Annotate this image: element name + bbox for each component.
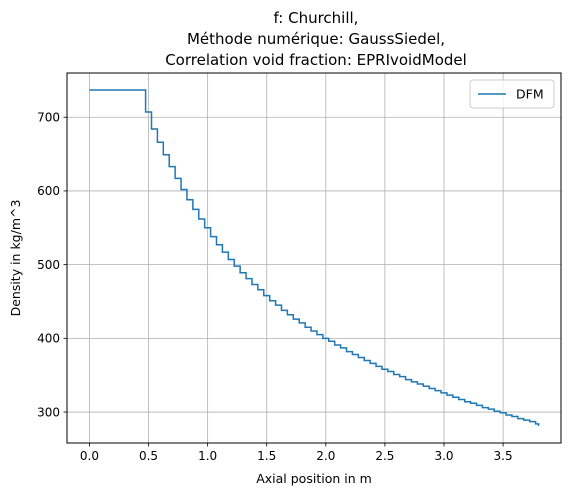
y-tick-label: 300 (37, 405, 60, 419)
y-axis-label: Density in kg/m^3 (8, 200, 23, 317)
series-layer (89, 90, 538, 426)
legend: DFM (470, 80, 554, 108)
chart-title-line-3: Correlation void fraction: EPRIvoidModel (165, 51, 467, 69)
x-axis-label: Axial position in m (256, 471, 372, 486)
chart-title: f: Churchill, Méthode numérique: GaussSi… (165, 9, 467, 69)
x-tick-label: 2.5 (375, 449, 394, 463)
grid-layer (67, 73, 561, 443)
x-tick-label: 3.5 (494, 449, 513, 463)
plot-frame (67, 73, 561, 443)
x-tick-label: 1.5 (257, 449, 276, 463)
x-tick-label: 1.0 (198, 449, 217, 463)
chart-title-line-1: f: Churchill, (274, 9, 359, 27)
series-line-dfm (89, 90, 538, 426)
x-tick-label: 0.0 (80, 449, 99, 463)
y-tick-label: 500 (37, 258, 60, 272)
y-tick-label: 700 (37, 111, 60, 125)
x-tick-label: 3.0 (434, 449, 453, 463)
legend-label-dfm: DFM (516, 87, 544, 102)
tick-layer: 0.0 0.5 1.0 1.5 2.0 2.5 3.0 3.5 300 400 500 600 700 (37, 111, 513, 463)
x-tick-label: 2.0 (316, 449, 335, 463)
y-tick-label: 400 (37, 332, 60, 346)
chart-title-line-2: Méthode numérique: GaussSiedel, (187, 30, 445, 48)
x-tick-label: 0.5 (139, 449, 158, 463)
y-tick-label: 600 (37, 184, 60, 198)
